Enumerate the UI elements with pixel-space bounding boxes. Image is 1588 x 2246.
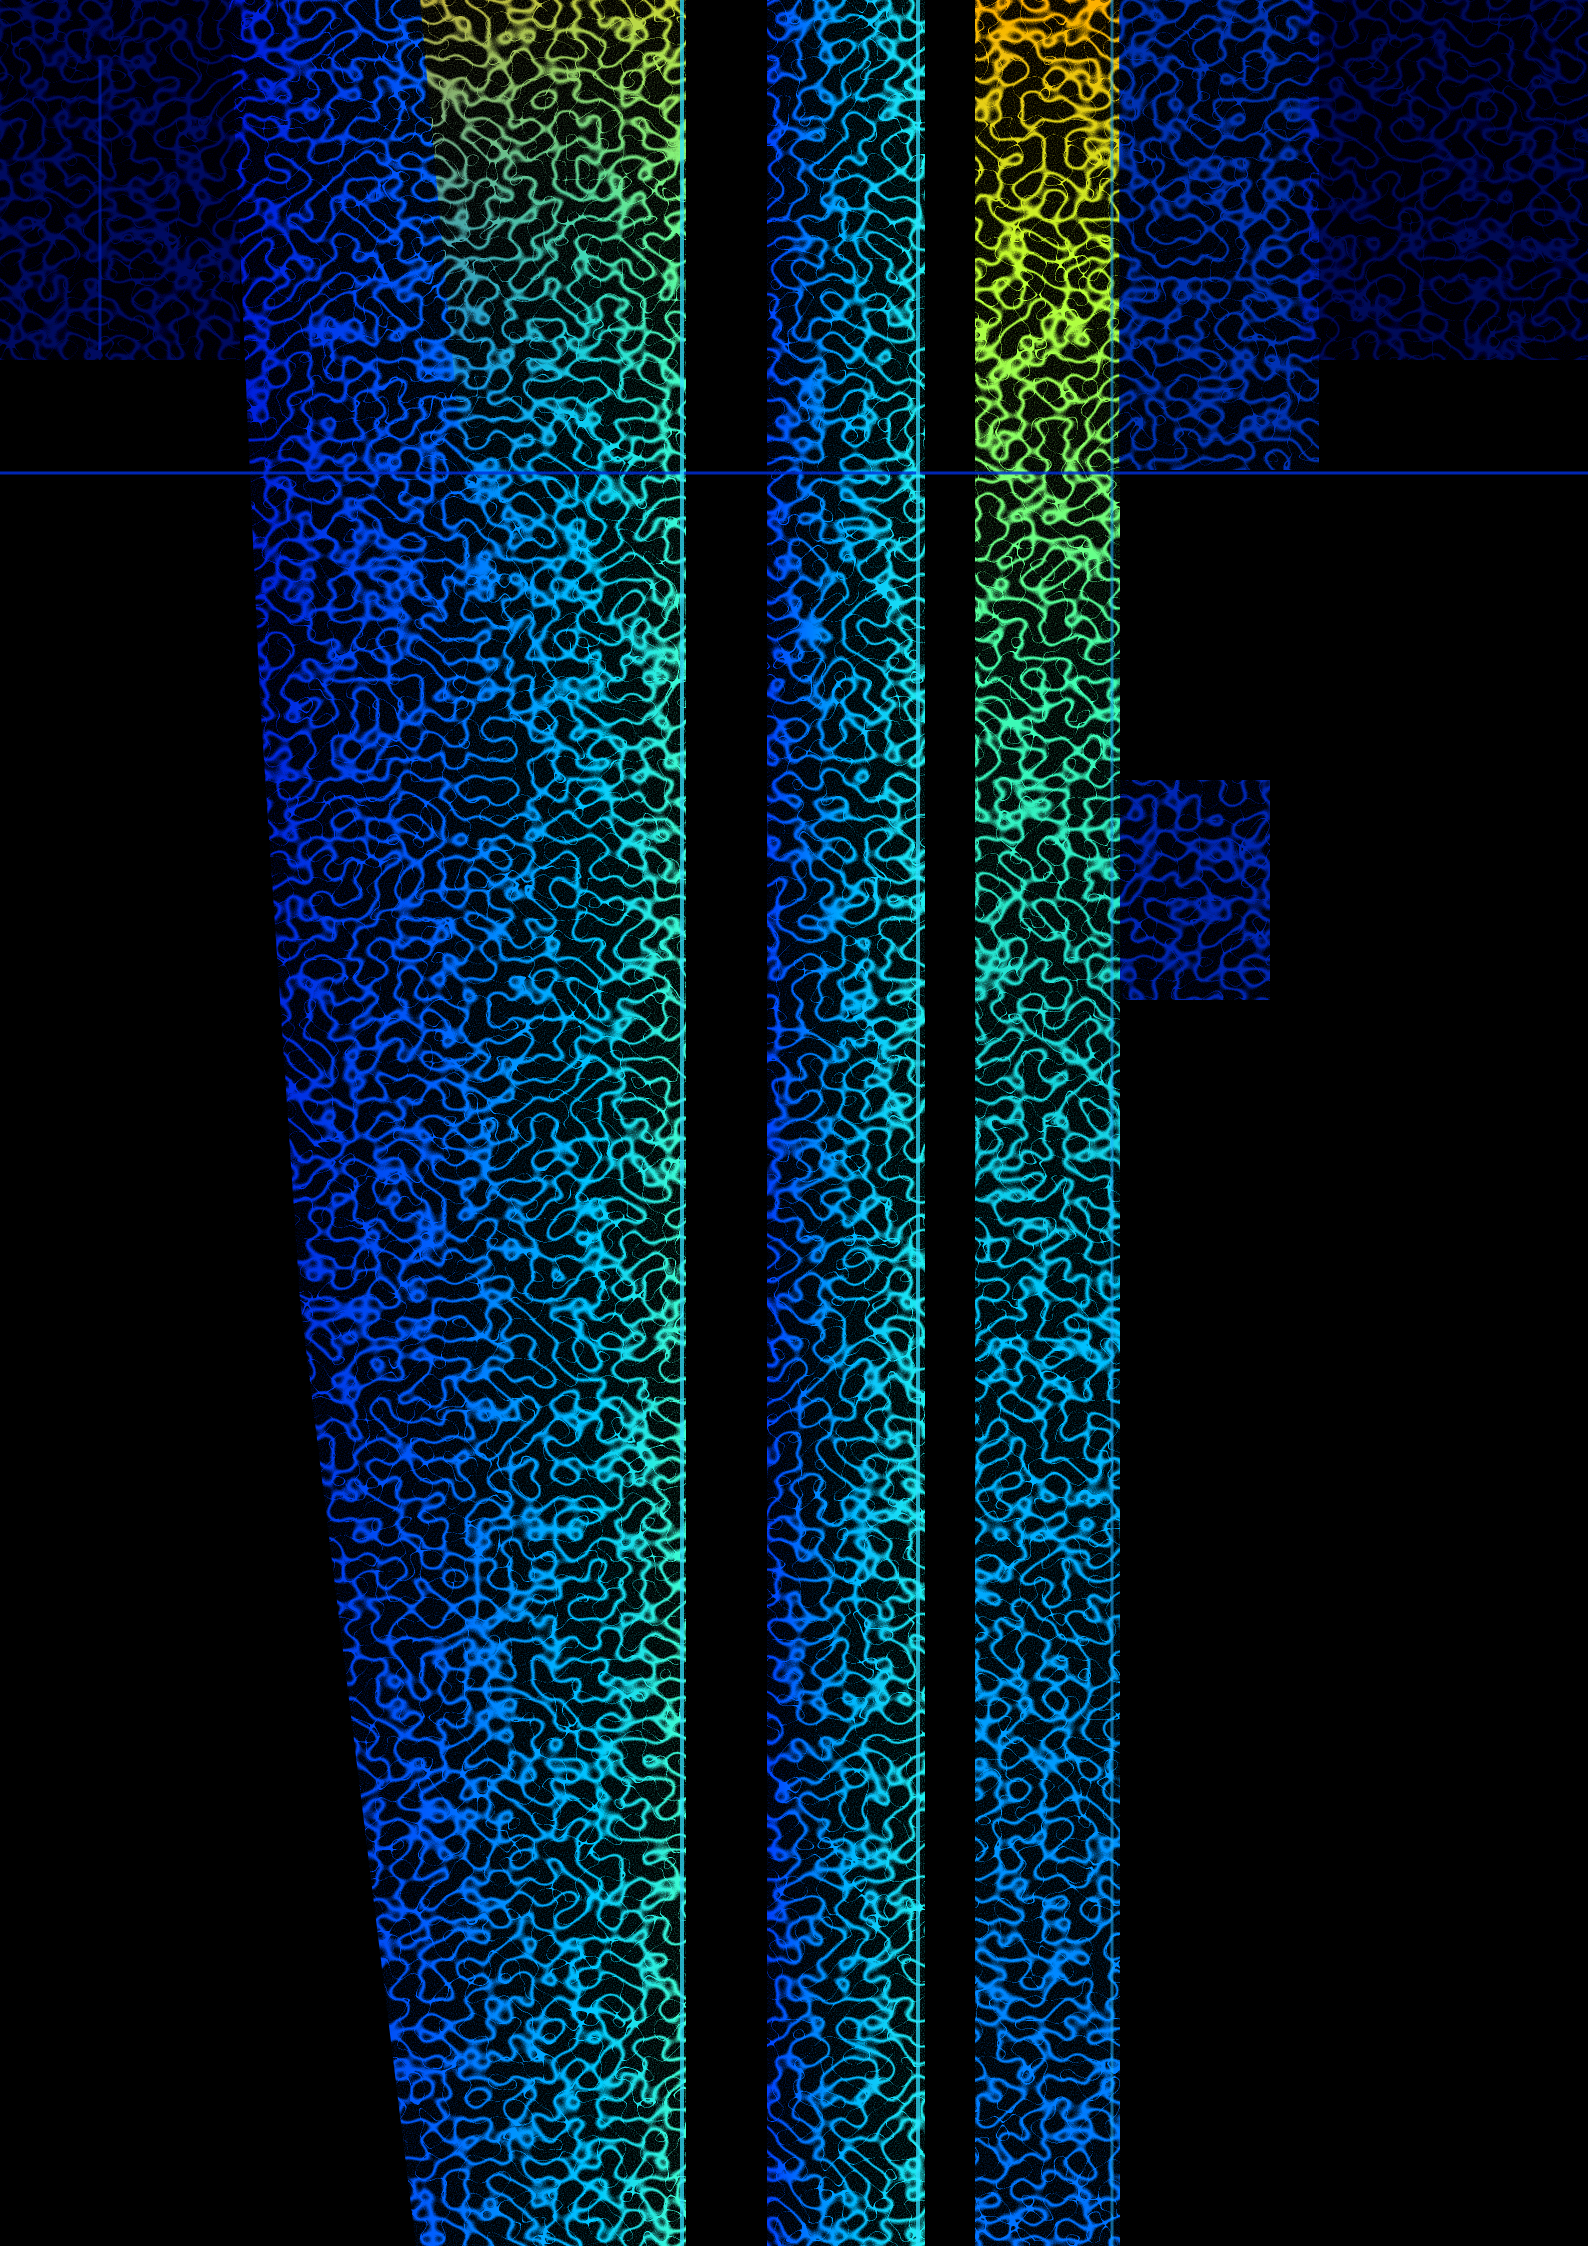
right-lane (975, 0, 1120, 2246)
left-faint-area (0, 0, 240, 360)
body: (() => { const data = JSON.parse(documen… (0, 0, 1588, 2246)
right-faint-area (1119, 0, 1319, 470)
point-cloud-view (0, 0, 1588, 2246)
right-corner-area (1300, 0, 1588, 360)
middle-lane (767, 0, 925, 2246)
right-patch (1120, 780, 1270, 1000)
page: {} html, body { margin: 0; padding: 0; b… (0, 0, 1588, 2246)
